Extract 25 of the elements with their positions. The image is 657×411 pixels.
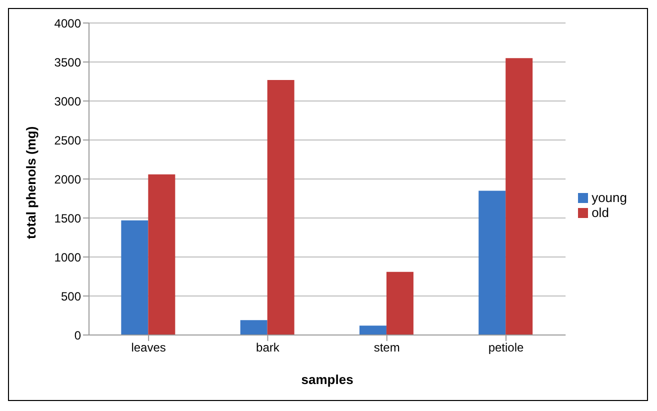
y-tick-label: 500 [60,289,82,304]
bar [267,80,294,335]
y-tick-label: 1500 [54,211,82,226]
legend-label: old [592,204,609,220]
y-tick-label: 3500 [54,55,82,70]
y-axis-title: total phenols (mg) [24,126,39,239]
x-tick-label: petiole [488,340,524,355]
bar [148,174,176,335]
x-tick-label: stem [374,340,400,355]
x-tick-label: bark [256,340,280,355]
y-tick-label: 1000 [54,250,82,264]
y-tick-label: 2500 [54,133,82,148]
bar [478,190,506,335]
y-tick-label: 2000 [54,172,82,186]
bar [386,272,414,335]
bar [506,58,533,335]
y-tick-label: 4000 [54,16,82,30]
bar [240,320,268,335]
y-tick-label: 0 [74,328,82,342]
bar [359,326,386,335]
legend-label: young [592,190,627,204]
bar [121,220,148,335]
y-tick-label: 3000 [54,94,82,108]
x-tick-label: leaves [131,340,166,355]
x-axis-title: samples [301,372,354,387]
